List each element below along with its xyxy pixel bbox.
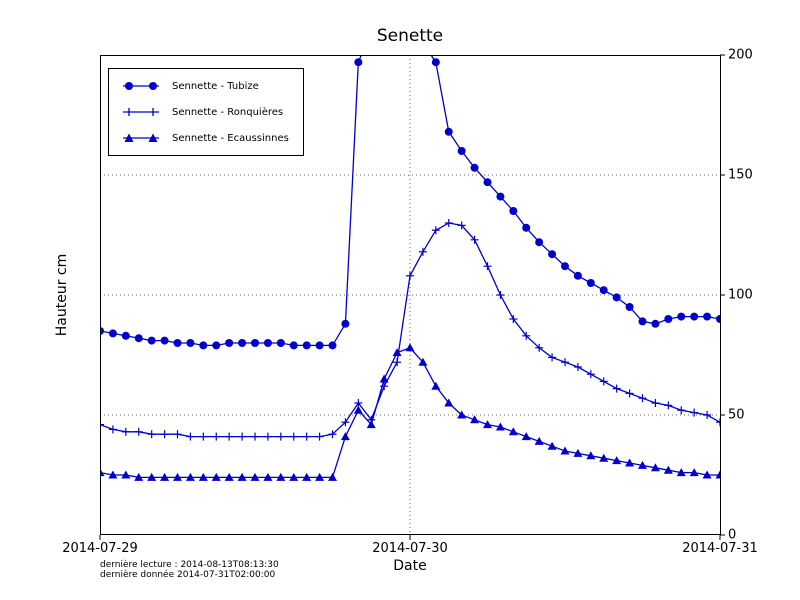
legend-item-label: Sennette - Ronquières [172, 106, 284, 118]
legend-item: Sennette - Ecaussinnes [119, 131, 289, 145]
y-tick-label: 50 [728, 407, 745, 423]
legend-item-label: Sennette - Tubize [172, 80, 259, 92]
footer-last-reading: dernière lecture : 2014-08-13T08:13:30 [100, 560, 279, 570]
y-tick-label: 100 [728, 287, 753, 303]
x-tick-label: 2014-07-30 [372, 541, 448, 556]
x-tick-label: 2014-07-31 [682, 541, 758, 556]
chart-title: Senette [376, 26, 444, 46]
data-series [100, 55, 720, 481]
x-axis-label: Date [393, 558, 427, 574]
plus-marker-icon [123, 108, 159, 116]
y-tick-label: 150 [728, 167, 753, 183]
plot-frame [100, 55, 721, 535]
y-tick-label: 200 [728, 47, 753, 63]
legend-item: Sennette - Ronquières [119, 105, 289, 119]
y-axis-label: Hauteur cm [54, 253, 70, 337]
triangle-marker-icon [123, 133, 159, 142]
legend: Sennette - Tubize Sennette - Ronquières … [108, 68, 304, 156]
footer-last-data: dernière donnée 2014-07-31T02:00:00 [100, 570, 276, 580]
circle-marker-icon [123, 82, 159, 90]
legend-item: Sennette - Tubize [119, 79, 289, 93]
legend-item-label: Sennette - Ecaussinnes [172, 132, 289, 144]
y-tick-label: 0 [728, 527, 737, 543]
x-tick-label: 2014-07-29 [62, 541, 138, 556]
